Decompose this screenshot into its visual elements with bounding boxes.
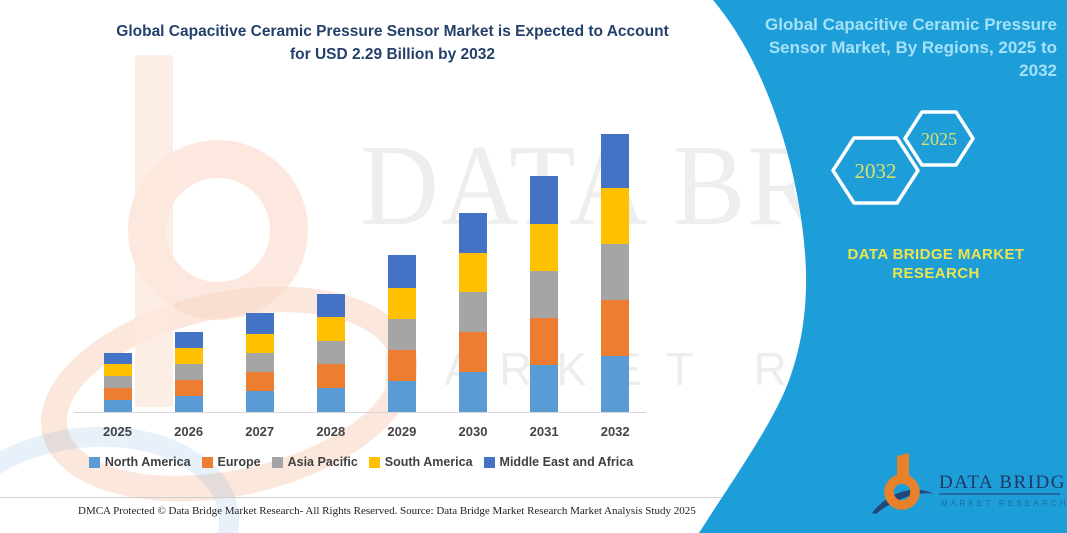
bar-segment-2032 xyxy=(601,244,630,300)
bar-segment-2032 xyxy=(601,300,630,356)
databridge-logo-b-icon xyxy=(872,453,934,514)
bar-segment-2029 xyxy=(387,381,416,412)
bar-segment-2031 xyxy=(530,365,559,412)
legend-item: Asia Pacific xyxy=(271,455,358,469)
legend-swatch xyxy=(271,456,283,468)
bar-segment-2030 xyxy=(459,372,487,412)
footer-source-text: Source: Data Bridge Market Research Mark… xyxy=(400,505,696,517)
bar-segment-2030 xyxy=(459,332,487,372)
bar-segment-2028 xyxy=(316,317,345,341)
hexagon-2025-label: 2025 xyxy=(921,129,957,149)
bar-segment-2025 xyxy=(103,364,132,376)
bar-segment-2029 xyxy=(387,255,416,288)
bar-segment-2026 xyxy=(174,332,203,348)
x-axis-line xyxy=(74,412,646,413)
bar-segment-2028 xyxy=(316,388,345,412)
x-axis-label: 2031 xyxy=(529,424,559,439)
footer-dmca-text: DMCA Protected © Data Bridge Market Rese… xyxy=(78,505,398,517)
legend-item: Europe xyxy=(201,455,261,469)
bar-segment-2025 xyxy=(103,400,132,412)
hexagon-2025: 2025 xyxy=(903,110,975,167)
bar-segment-2031 xyxy=(530,271,559,318)
x-axis-label: 2027 xyxy=(245,424,275,439)
x-axis-label: 2029 xyxy=(387,424,417,439)
sidebar-brand-line2: RESEARCH xyxy=(892,265,980,282)
bar-segment-2025 xyxy=(103,376,132,388)
sidebar-brand-text: DATA BRIDGE MARKET RESEARCH xyxy=(810,245,1062,283)
legend-swatch xyxy=(88,456,100,468)
bar-segment-2030 xyxy=(459,213,487,253)
bar-segment-2032 xyxy=(601,356,630,412)
legend-item: Middle East and Africa xyxy=(483,455,634,469)
watermark-b-stem xyxy=(135,55,173,407)
bar-segment-2029 xyxy=(387,319,416,350)
bar-segment-2026 xyxy=(174,364,203,380)
bar-segment-2026 xyxy=(174,348,203,364)
bar-segment-2030 xyxy=(459,253,487,292)
bar-segment-2032 xyxy=(601,134,630,188)
bar-segment-2031 xyxy=(530,318,559,365)
legend-swatch xyxy=(483,456,495,468)
bar-segment-2029 xyxy=(387,350,416,381)
bar-segment-2027 xyxy=(245,391,274,412)
sidebar-title: Global Capacitive Ceramic Pressure Senso… xyxy=(765,15,1057,80)
sidebar-brand-line1: DATA BRIDGE MARKET xyxy=(847,246,1025,263)
legend-item: South America xyxy=(368,455,473,469)
legend-label: Asia Pacific xyxy=(287,455,358,469)
legend-label: Europe xyxy=(217,455,261,469)
legend-label: South America xyxy=(384,455,473,469)
chart-title-line2: for USD 2.29 Billion by 2032 xyxy=(289,46,495,63)
footer-divider xyxy=(0,497,722,498)
legend-label: Middle East and Africa xyxy=(499,455,634,469)
logo-subtitle: MARKET RESEARCH xyxy=(941,499,1067,508)
hexagon-2032: 2032 xyxy=(831,136,920,205)
x-axis-label: 2032 xyxy=(600,424,630,439)
legend-item: North America xyxy=(88,455,191,469)
bar-segment-2026 xyxy=(174,396,203,412)
chart-title-line1: Global Capacitive Ceramic Pressure Senso… xyxy=(116,23,669,40)
databridge-logo: DATA BRIDGE MARKET RESEARCH xyxy=(872,453,1067,514)
logo-wordmark: DATA BRIDGE xyxy=(939,472,1067,493)
legend: North America Europe Asia Pacific South Ame… xyxy=(75,455,647,469)
bar-segment-2028 xyxy=(316,364,345,388)
year-hexagons: 2025 2032 xyxy=(831,110,975,205)
x-axis-label: 2030 xyxy=(458,424,488,439)
bar-segment-2027 xyxy=(245,313,274,334)
bar-segment-2025 xyxy=(103,353,132,364)
legend-swatch xyxy=(201,456,213,468)
x-axis-label: 2025 xyxy=(103,424,132,439)
bar-segment-2029 xyxy=(387,288,416,319)
bar-segment-2026 xyxy=(174,380,203,396)
bar-segment-2025 xyxy=(103,388,132,400)
legend-label: North America xyxy=(104,455,191,469)
bar-segment-2027 xyxy=(245,334,274,353)
bar-segment-2032 xyxy=(601,188,630,244)
bar-segment-2030 xyxy=(459,292,487,332)
hexagon-2032-label: 2032 xyxy=(855,159,897,183)
bar-segment-2028 xyxy=(316,294,345,317)
bar-segment-2028 xyxy=(316,341,345,364)
x-axis-label: 2026 xyxy=(174,424,204,439)
bar-segment-2031 xyxy=(530,176,559,224)
legend-swatch xyxy=(368,456,380,468)
bar-segment-2027 xyxy=(245,353,274,372)
x-axis-label: 2028 xyxy=(316,424,346,439)
chart-title: Global Capacitive Ceramic Pressure Senso… xyxy=(70,20,715,66)
bar-segment-2031 xyxy=(530,224,559,271)
bar-segment-2027 xyxy=(245,372,274,391)
